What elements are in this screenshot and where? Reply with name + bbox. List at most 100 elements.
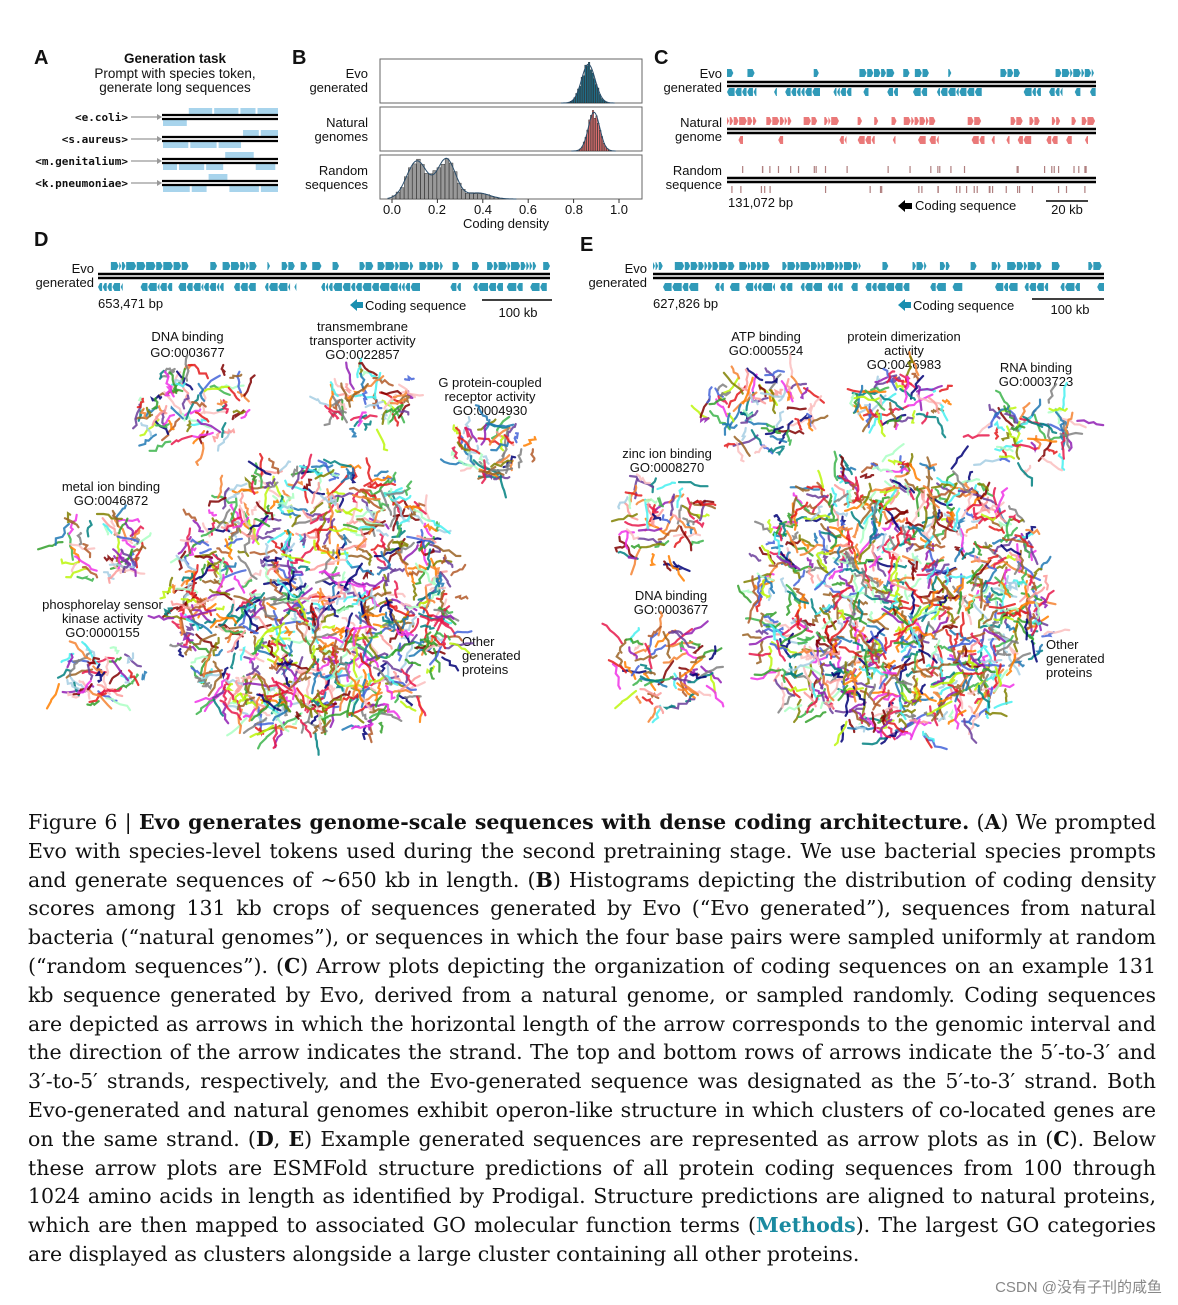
d-evo-cds-arrow xyxy=(148,283,157,291)
e-evo-cds-arrow xyxy=(970,262,977,270)
d-protein-metal-ion xyxy=(86,519,93,538)
e-protein-zinc-ion xyxy=(692,519,705,529)
c-natural-cds-arrow xyxy=(784,117,788,125)
e-protein-other xyxy=(819,607,837,631)
d-protein-gpcr xyxy=(480,424,487,446)
e-evo-cds-arrow xyxy=(757,283,762,291)
e-protein-other xyxy=(967,687,988,695)
d-protein-transmembrane xyxy=(375,428,389,452)
e-protein-other xyxy=(803,514,831,521)
d-protein-other xyxy=(357,525,376,530)
d-evo-cds-arrow xyxy=(487,262,494,270)
e-protein-other xyxy=(820,531,838,540)
c-evo-cds-arrow xyxy=(914,69,922,77)
e-protein-zinc-ion xyxy=(657,524,681,541)
d-evo-cds-arrow xyxy=(526,262,530,270)
d-protein-other xyxy=(295,624,307,643)
e-protein-other xyxy=(937,696,952,705)
d-protein-other xyxy=(244,476,254,489)
d-protein-other xyxy=(365,457,374,483)
d-protein-other xyxy=(374,695,383,708)
c-random-cds xyxy=(777,166,780,173)
random-hist-bar xyxy=(473,193,478,200)
e-protein-other xyxy=(844,693,850,717)
e-evo-cds-arrow xyxy=(1024,283,1029,291)
d-protein-dna-binding xyxy=(223,427,236,435)
e-protein-other xyxy=(911,497,925,524)
e-protein-other xyxy=(922,595,945,605)
e-protein-other xyxy=(910,560,918,581)
d-cluster-other-3: proteins xyxy=(462,662,509,677)
e-protein-dna-binding xyxy=(671,629,696,649)
d-protein-other xyxy=(230,525,242,541)
e-protein-other xyxy=(892,476,899,489)
d-protein-other xyxy=(316,511,328,538)
e-protein-other xyxy=(983,647,993,666)
d-protein-dna-binding xyxy=(222,399,230,414)
e-protein-other xyxy=(967,654,974,670)
e-protein-atp-binding xyxy=(746,367,764,382)
e-protein-other xyxy=(1030,581,1038,591)
d-evo-cds-arrow xyxy=(543,262,550,270)
d-protein-other xyxy=(380,712,403,722)
token-mgenitalium: <m.genitalium> xyxy=(35,155,128,168)
d-protein-other xyxy=(320,686,329,696)
gene-block xyxy=(191,184,207,192)
d-protein-other xyxy=(333,638,338,659)
e-protein-other xyxy=(829,661,845,675)
d-protein-other xyxy=(169,554,185,564)
e-protein-dna-binding xyxy=(708,645,717,661)
d-protein-other xyxy=(230,512,242,534)
e-protein-other xyxy=(865,647,883,658)
e-protein-other xyxy=(847,650,862,667)
d-protein-other xyxy=(263,481,271,510)
c-evo-cds-arrow xyxy=(805,88,812,96)
e-protein-rna-binding xyxy=(976,422,992,437)
e-protein-other xyxy=(926,567,936,580)
d-evo-cds-arrow xyxy=(342,283,351,291)
d-protein-other xyxy=(243,656,261,676)
c-legend-arrow xyxy=(898,200,912,212)
d-protein-other xyxy=(294,694,313,718)
d-protein-other xyxy=(360,516,383,524)
e-protein-other xyxy=(996,649,1012,657)
e-protein-other xyxy=(974,555,982,563)
d-evo-cds-arrow xyxy=(395,262,399,270)
c-natural-cds-arrow xyxy=(1046,136,1052,144)
d-protein-dna-binding xyxy=(163,370,175,398)
d-protein-other xyxy=(336,682,364,689)
e-protein-other xyxy=(930,671,956,686)
panel-e-scale-label: 100 kb xyxy=(1050,302,1090,317)
c-natural-cds-arrow xyxy=(1051,136,1058,144)
e-protein-other xyxy=(828,620,849,644)
d-protein-other xyxy=(312,671,332,679)
d-evo-cds-arrow xyxy=(434,262,440,270)
e-protein-other xyxy=(979,624,1001,629)
d-protein-dna-binding xyxy=(181,394,190,410)
e-protein-dimerization xyxy=(916,394,942,405)
d-protein-other xyxy=(373,551,387,567)
e-protein-other xyxy=(893,618,918,636)
methods-link[interactable]: Methods xyxy=(756,1213,856,1238)
c-evo-cds-arrow xyxy=(1062,69,1070,77)
e-evo-cds-arrow xyxy=(916,262,924,270)
d-protein-other xyxy=(342,523,373,531)
d-protein-phosphorelay xyxy=(127,669,140,687)
d-protein-other xyxy=(447,635,463,642)
d-protein-other xyxy=(406,569,424,577)
e-evo-cds-arrow xyxy=(997,262,1001,270)
d-protein-metal-ion xyxy=(81,565,99,579)
e-protein-other xyxy=(851,523,859,539)
e-protein-dna-binding xyxy=(696,647,723,660)
c-evo-cds-arrow xyxy=(742,88,747,96)
d-protein-other xyxy=(194,555,213,560)
d-protein-other xyxy=(221,666,229,680)
d-protein-other xyxy=(171,620,183,629)
e-protein-dna-binding xyxy=(692,644,704,654)
e-protein-other xyxy=(852,598,869,606)
d-protein-other xyxy=(178,619,184,636)
d-protein-dna-binding xyxy=(176,370,194,391)
e-protein-atp-binding xyxy=(715,398,728,418)
gene-block xyxy=(214,108,239,116)
d-protein-other xyxy=(325,684,336,694)
